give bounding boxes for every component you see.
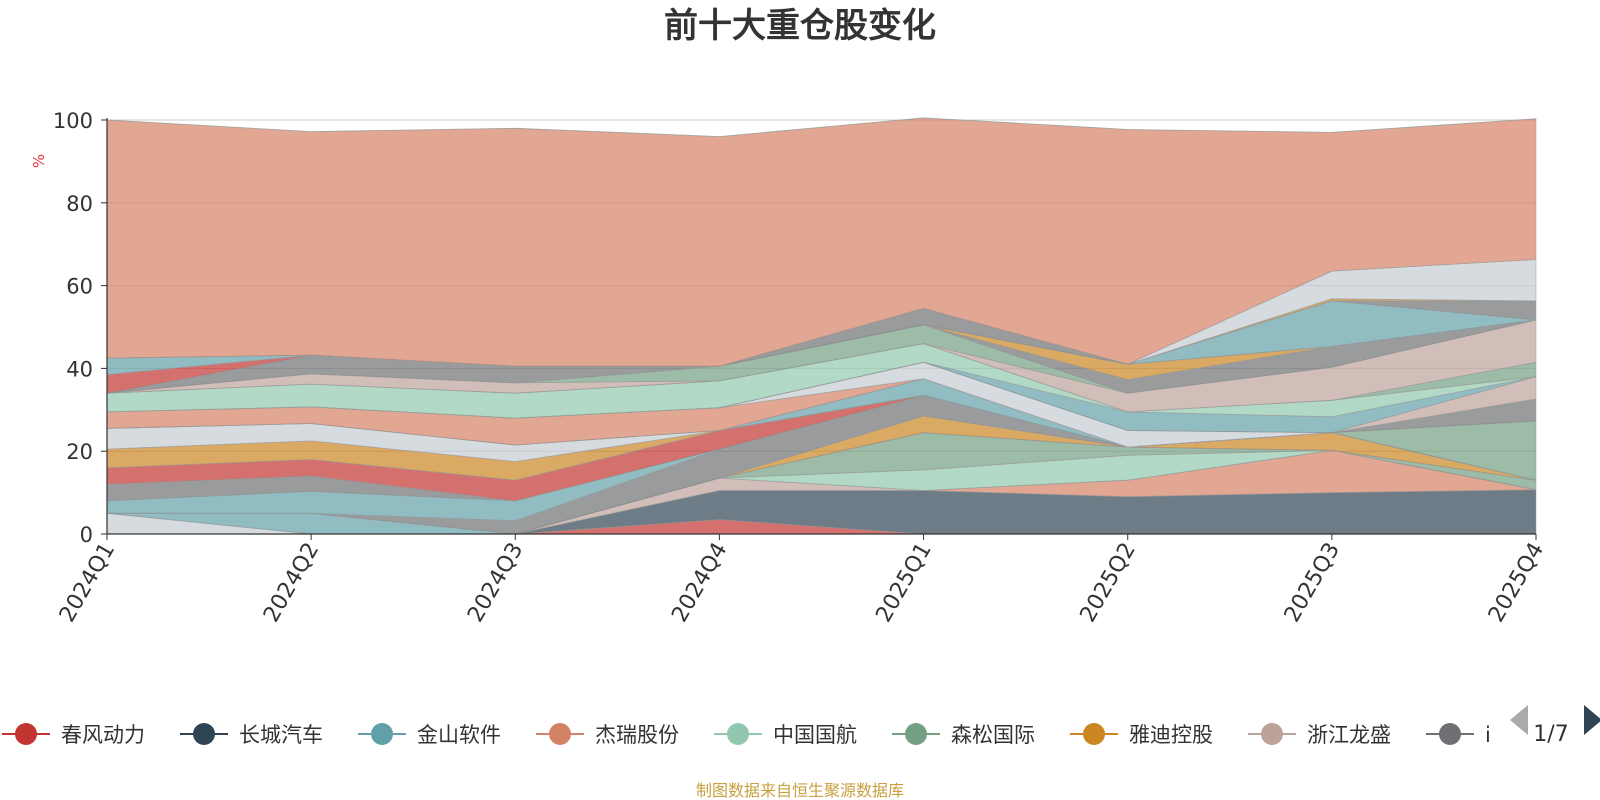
y-tick-label-2: 40 [66,357,93,381]
data-source-note: 制图数据来自恒生聚源数据库 [696,781,904,800]
y-tick-label-5: 100 [53,109,93,133]
y-axis-unit: % [30,154,48,168]
legend-label: 中国国航 [773,723,857,747]
legend-marker-icon [371,723,393,745]
legend-label: 春风动力 [61,723,145,747]
y-tick-label-3: 60 [66,275,93,299]
x-tick-label-2: 2024Q3 [463,539,528,627]
legend-label: 浙江龙盛 [1307,723,1391,747]
y-tick-label-1: 20 [66,440,93,464]
y-axis-ticks: 0 20 40 60 80 100 [53,109,107,547]
legend-marker-icon [1083,723,1105,745]
x-tick-label-3: 2024Q4 [667,539,732,627]
legend-page-indicator: 1/7 [1533,722,1568,747]
x-tick-label-0: 2024Q1 [55,539,120,627]
y-tick-label-4: 80 [66,192,93,216]
x-tick-label-1: 2024Q2 [259,539,324,627]
legend-next-icon[interactable] [1584,705,1600,735]
legend[interactable]: 春风动力 长城汽车 金山软件 杰瑞股份 中国国航 森松国际 雅迪控股 浙江龙盛 i [2,723,1491,747]
legend-item-4[interactable]: 杰瑞股份 [536,723,679,747]
legend-marker-icon [15,723,37,745]
legend-label: 金山软件 [417,723,501,747]
legend-marker-icon [905,723,927,745]
legend-label: 森松国际 [951,723,1035,747]
legend-label: i [1485,723,1491,747]
legend-marker-icon [1439,723,1461,745]
legend-label: 雅迪控股 [1129,723,1213,747]
legend-marker-icon [727,723,749,745]
x-tick-label-5: 2025Q2 [1076,539,1141,627]
legend-item-9[interactable]: i [1426,723,1491,747]
y-tick-label-0: 0 [80,523,93,547]
x-tick-label-4: 2025Q1 [871,539,936,627]
legend-label: 杰瑞股份 [595,723,679,747]
legend-item-7[interactable]: 雅迪控股 [1070,723,1213,747]
legend-pager: 1/7 [1510,705,1600,747]
legend-item-3[interactable]: 金山软件 [358,723,501,747]
legend-prev-icon[interactable] [1510,705,1528,735]
legend-item-5[interactable]: 中国国航 [714,723,857,747]
chart-title: 前十大重仓股变化 [664,6,936,46]
area-35 [106,117,1537,138]
legend-item-8[interactable]: 浙江龙盛 [1248,723,1391,747]
legend-label: 长城汽车 [239,723,323,747]
x-tick-label-7: 2025Q4 [1484,539,1549,627]
axes [106,118,1536,535]
legend-marker-icon [1261,723,1283,745]
legend-item-6[interactable]: 森松国际 [892,723,1035,747]
legend-item-2[interactable]: 长城汽车 [180,723,323,747]
legend-marker-icon [193,723,215,745]
legend-item-1[interactable]: 春风动力 [2,723,145,747]
legend-marker-icon [549,723,571,745]
area-series [106,117,1537,535]
x-axis-ticks: 2024Q1 2024Q2 2024Q3 2024Q4 2025Q1 2025Q2 2025… [55,534,1549,627]
x-tick-label-6: 2025Q3 [1280,539,1345,627]
